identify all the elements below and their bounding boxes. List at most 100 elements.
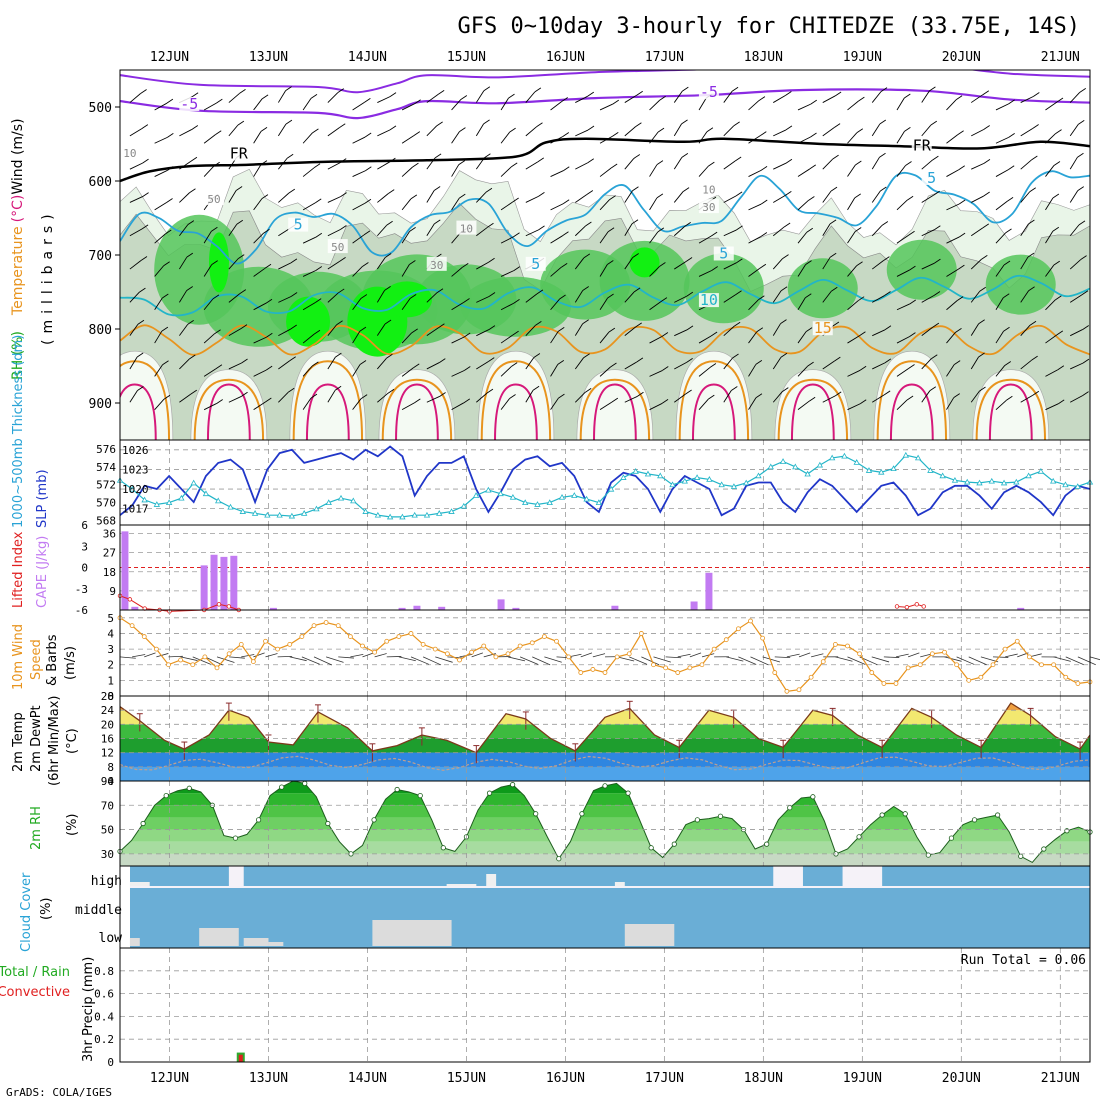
wind-barb-staff (1070, 191, 1078, 203)
wind-barb (600, 164, 617, 177)
wind10m-barb-staff (799, 653, 810, 657)
wind-barb (650, 194, 663, 210)
thickness-point (817, 463, 822, 468)
wind-speed-point (930, 652, 934, 656)
wind-barb-flag (682, 87, 688, 91)
lifted-index-point (217, 603, 221, 607)
temp-legend-c: (6hr Min/Max) (47, 696, 62, 786)
wind-barb-flag (786, 159, 792, 163)
wind-barb-staff (773, 96, 785, 103)
wind-barb (724, 122, 740, 136)
low-cloud-block (372, 920, 451, 946)
wind-speed-point (967, 678, 971, 682)
wind-barb-staff (328, 93, 338, 103)
wind-barb-staff (130, 163, 143, 169)
wind-speed-point (1052, 663, 1056, 667)
wind-barb-staff (179, 129, 191, 135)
wind-barb-flag (657, 194, 663, 198)
low-cloud-block (268, 942, 283, 946)
thickness-slp-frame (120, 440, 1090, 525)
wind10m-barb (144, 653, 155, 657)
wind-barb-flag (811, 133, 817, 137)
wind10m-barb (799, 653, 810, 657)
wind-speed-point (542, 635, 546, 639)
wind-barb-flag (634, 154, 640, 158)
wind10m-barb-staff (375, 654, 387, 657)
wind-barb (526, 192, 545, 202)
wind-barb-staff (501, 167, 511, 177)
rh-bands (120, 781, 1090, 866)
rh-point (372, 818, 376, 822)
wind-speed-point (567, 655, 571, 659)
wind-barb (130, 159, 149, 169)
temp-legend-b: 2m DewPt (29, 705, 44, 772)
wind10m-barb-staff (253, 653, 264, 657)
wind-barb-flag (216, 99, 222, 103)
cape-bar (211, 555, 218, 610)
wind-barb (551, 167, 570, 177)
wind-barb (1021, 156, 1038, 169)
wind10m-barb-staff (690, 653, 701, 657)
wind-barb-staff (798, 169, 810, 177)
wind-speed-point (1027, 655, 1031, 659)
wind10m-barb-staff (435, 657, 452, 662)
wind-barb-flag (958, 131, 964, 135)
wind-barb (773, 126, 792, 136)
wind-barb (204, 99, 222, 110)
wind-barb-flag (637, 91, 643, 95)
thickness-tick-label: 570 (96, 497, 116, 510)
wind-barb-flag (1006, 229, 1012, 233)
wind-barb-flag (635, 123, 641, 127)
wind10m-barb-staff (787, 654, 800, 657)
wind-barb-flag (509, 94, 515, 98)
wind-tick-label: 5 (107, 612, 114, 625)
wind-barb-flag (563, 167, 569, 171)
wind-barb-staff (575, 195, 587, 203)
wind-barb (749, 166, 768, 176)
rh-band (120, 805, 1090, 817)
contour-label: 5 (531, 255, 540, 273)
wind-barb-flag (141, 90, 147, 94)
wind10m-barb (241, 654, 254, 656)
wind-barb-staff (946, 170, 958, 177)
wind-barb-staff (650, 165, 657, 177)
top-day-label: 20JUN (942, 50, 981, 65)
wind-speed-point (179, 658, 183, 662)
wind10m-barb (435, 657, 452, 662)
rh-tick-label: 50 (101, 824, 114, 837)
wind-speed-point (615, 655, 619, 659)
wind-speed-point (312, 624, 316, 628)
wind-barb-staff (600, 168, 611, 177)
wind-barb-flag (1080, 88, 1086, 92)
wind-tick-label: 4 (107, 627, 114, 640)
wind10m-barb (253, 653, 264, 657)
wind-barb (650, 96, 666, 110)
rh-point (1042, 847, 1046, 851)
wind-barb (377, 190, 394, 203)
wind-barb-flag (1033, 125, 1039, 129)
wind-barb-flag (810, 165, 816, 169)
dewpoint-area-lower (120, 767, 1090, 781)
rh-band (120, 842, 1090, 854)
wind-speed-point (1040, 663, 1044, 667)
wind-barb (724, 157, 741, 169)
wind-speed-point (809, 675, 813, 679)
wind-barb (971, 125, 989, 135)
wind-barb (922, 156, 939, 169)
wind10m-barb-staff (229, 657, 245, 658)
wind-barb-staff (377, 162, 389, 169)
rh-point (626, 791, 630, 795)
wind10m-barb (363, 653, 374, 657)
thickness-point (903, 453, 908, 458)
wind10m-barb-staff (132, 655, 145, 657)
wind-barb (1070, 187, 1084, 203)
wind-barb (600, 132, 618, 143)
wind-barb-flag (289, 189, 295, 193)
wind-barb-staff (501, 132, 510, 143)
wind-barb-flag (588, 126, 594, 130)
wind-barb-flag (390, 93, 396, 97)
wind-barb-flag (238, 121, 244, 125)
wind-barb-flag (855, 227, 861, 231)
wind-barb-staff (204, 166, 214, 176)
wind-speed-point (846, 644, 850, 648)
